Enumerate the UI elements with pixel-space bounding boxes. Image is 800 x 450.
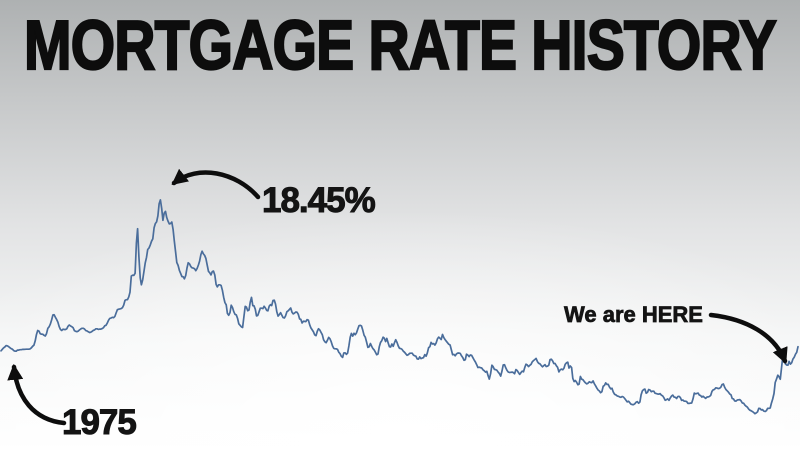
page-title: MORTGAGE RATE HISTORY bbox=[24, 6, 776, 84]
mortgage-rate-line bbox=[0, 199, 799, 415]
peak-arrow bbox=[171, 168, 261, 200]
peak-value-label: 18.45% bbox=[262, 181, 376, 220]
start-year-arrow bbox=[7, 363, 67, 426]
we-are-here-arrow bbox=[708, 312, 788, 364]
start-year-label: 1975 bbox=[62, 403, 136, 442]
current-position-label: We are HERE bbox=[564, 302, 703, 327]
